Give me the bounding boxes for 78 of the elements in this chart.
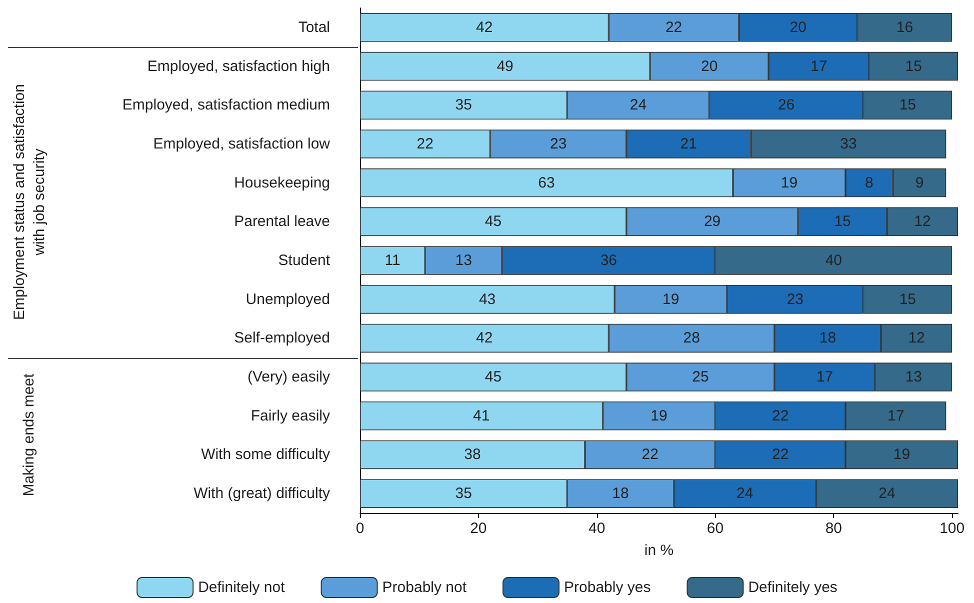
data-label: 45 <box>484 213 502 230</box>
x-tick-label: 80 <box>825 520 842 537</box>
data-label: 40 <box>825 252 842 269</box>
x-tick-label: 0 <box>356 520 364 537</box>
data-label: 22 <box>642 446 658 464</box>
legend-label: Definitely not <box>198 579 286 596</box>
data-label: 33 <box>840 135 857 152</box>
data-label: 20 <box>700 58 718 75</box>
data-label: 11 <box>384 252 400 269</box>
data-label: 9 <box>915 174 924 192</box>
data-label: 17 <box>887 407 904 424</box>
data-label: 24 <box>878 485 896 502</box>
legend-label: Probably yes <box>564 579 651 596</box>
text: Employment status and satisfaction with job security <box>10 83 49 322</box>
data-label: 28 <box>683 330 700 347</box>
data-label: 17 <box>810 58 828 75</box>
x-axis-title: in % <box>644 542 674 559</box>
data-label: 35 <box>455 96 472 114</box>
data-label: 15 <box>834 213 851 230</box>
data-label: 19 <box>650 407 668 424</box>
data-label: 19 <box>662 290 680 308</box>
data-label: 13 <box>905 368 922 386</box>
data-label: 22 <box>772 446 789 464</box>
y-tick-label: With some difficulty <box>201 446 330 464</box>
y-tick-label: Unemployed <box>246 290 330 308</box>
data-label: 21 <box>680 135 697 152</box>
data-label: 25 <box>692 368 709 386</box>
x-tick-label: 40 <box>588 520 606 537</box>
y-tick-label: Employed, satisfaction medium <box>122 96 330 114</box>
data-label: 12 <box>914 213 931 230</box>
data-label: 19 <box>893 446 910 464</box>
data-label: 43 <box>478 290 496 308</box>
y-tick-label: (Very) easily <box>247 368 330 386</box>
y-tick-label: Fairly easily <box>250 407 330 424</box>
data-label: 15 <box>899 96 916 114</box>
data-label: 42 <box>476 330 493 347</box>
data-label: 24 <box>630 96 647 114</box>
y-tick-label: Parental leave <box>234 213 330 230</box>
data-label: 36 <box>600 252 618 269</box>
data-label: 63 <box>538 174 555 192</box>
data-label: 23 <box>550 135 567 152</box>
data-label: 41 <box>473 407 490 424</box>
data-label: 22 <box>665 18 682 36</box>
y-tick-label: Employed, satisfaction low <box>153 135 330 152</box>
data-label: 22 <box>416 135 434 152</box>
data-label: 19 <box>780 174 798 192</box>
text: Making ends meet <box>20 372 39 499</box>
y-tick-label: Housekeeping <box>234 174 330 192</box>
data-label: 22 <box>772 407 789 424</box>
data-label: 20 <box>790 18 806 36</box>
data-label: 26 <box>778 96 795 114</box>
y-tick-label: Employed, satisfaction high <box>147 58 330 75</box>
data-label: 18 <box>612 485 629 502</box>
y-tick-label: Student <box>278 252 331 269</box>
data-label: 38 <box>464 446 481 464</box>
data-label: 15 <box>899 290 916 308</box>
data-label: 12 <box>908 330 925 347</box>
y-tick-label: With (great) difficulty <box>194 485 330 502</box>
legend-label: Probably not <box>382 579 468 596</box>
x-tick-label: 100 <box>940 520 965 537</box>
data-label: 23 <box>786 290 804 308</box>
data-label: 49 <box>496 58 514 75</box>
x-tick-label: 20 <box>470 520 487 537</box>
data-label: 8 <box>865 174 874 192</box>
data-label: 35 <box>455 485 472 502</box>
y-tick-label: Total <box>298 18 330 36</box>
data-label: 18 <box>819 330 836 347</box>
legend-label: Definitely yes <box>748 579 838 596</box>
data-label: 16 <box>896 18 914 36</box>
x-tick-label: 60 <box>706 520 724 537</box>
y-tick-label: Self-employed <box>234 330 330 347</box>
data-label: 45 <box>484 368 502 386</box>
data-label: 13 <box>455 252 472 269</box>
data-label: 17 <box>816 368 834 386</box>
data-label: 42 <box>476 18 493 36</box>
data-label: 15 <box>905 58 922 75</box>
data-label: 24 <box>736 485 754 502</box>
data-label: 29 <box>704 213 721 230</box>
